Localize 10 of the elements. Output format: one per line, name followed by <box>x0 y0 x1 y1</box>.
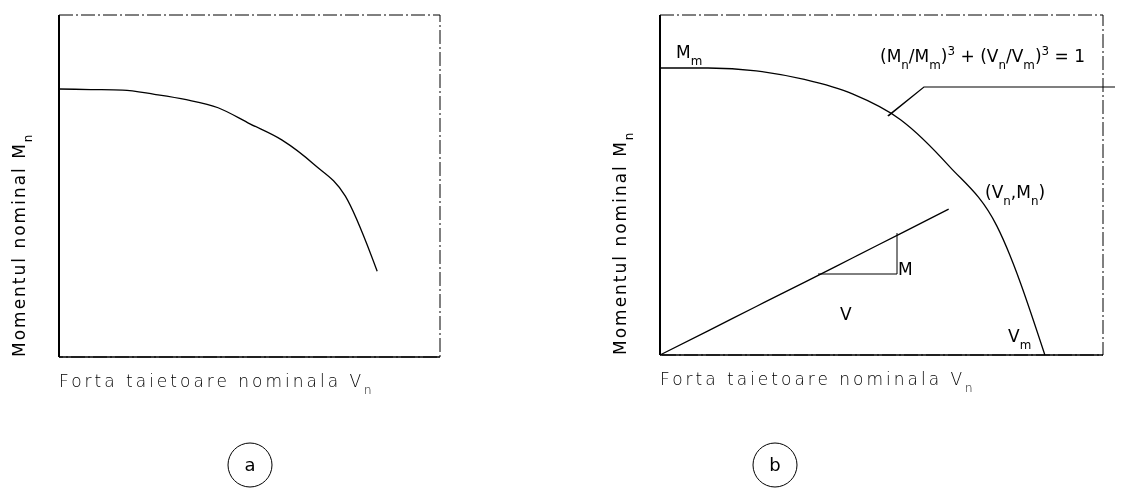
annotation: V <box>840 304 852 324</box>
x-axis-title: Forta taietoare nominala V$_{n}$ <box>59 371 375 397</box>
text: b <box>769 454 781 475</box>
text: a <box>244 454 256 475</box>
annotation: M$_{m}$ <box>676 42 703 68</box>
text: (M$_{n}$/M$_{m}$)$^{3}$ + (V$_{n}$/V$_{m}$)$^{3}$ = 1 <box>880 44 1085 72</box>
x-axis-title: Forta taietoare nominala V$_{n}$ <box>660 369 976 395</box>
annotation: V$_{m}$ <box>1008 326 1032 352</box>
annotation: M <box>898 259 913 279</box>
annotation: (V$_{n}$,M$_{n}$) <box>985 182 1046 208</box>
